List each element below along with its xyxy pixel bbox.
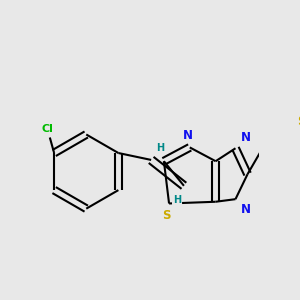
Text: N: N [241,131,251,144]
Text: Cl: Cl [41,124,53,134]
Text: S: S [162,209,171,222]
Text: H: H [156,143,164,153]
Text: N: N [241,203,251,216]
Text: S: S [297,115,300,128]
Text: N: N [183,129,193,142]
Text: H: H [173,195,181,205]
